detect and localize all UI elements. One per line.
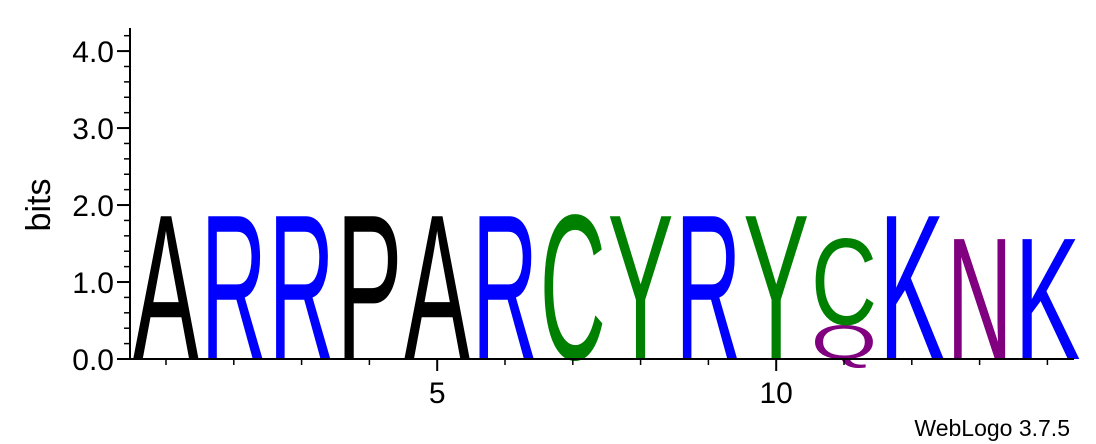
x-tick-label: 10 (760, 377, 793, 410)
y-tick-label: 1.0 (72, 267, 114, 300)
logo-letter: R (675, 171, 741, 403)
weblogo-credit: WebLogo 3.7.5 (914, 415, 1070, 441)
x-axis-ticks: 5 10 (165, 359, 1049, 410)
logo-letter: R (201, 171, 267, 403)
x-tick-label: 5 (429, 377, 446, 410)
y-tick-label: 0.0 (72, 344, 114, 377)
logo-letter: R (472, 171, 538, 403)
y-tick-label: 3.0 (72, 113, 114, 146)
logo-letter: R (269, 171, 335, 403)
y-tick-label: 2.0 (72, 190, 114, 223)
logo-letter: A (133, 172, 199, 403)
y-axis-title: bits (20, 179, 58, 232)
logo-letter: K (879, 173, 945, 404)
letter-stacks: A R R P A R C Y R Y QC K N K (133, 171, 1080, 403)
logo-letter: P (336, 173, 402, 404)
logo-letter: N (947, 202, 1013, 396)
y-tick-label: 4.0 (72, 36, 114, 69)
logo-letter: C (811, 214, 877, 352)
y-axis-ticks: 0.0 1.0 2.0 3.0 4.0 (72, 34, 130, 377)
logo-letter: K (1014, 203, 1080, 397)
logo-letter: Y (608, 173, 674, 404)
logo-letter: C (540, 171, 606, 403)
chart-axes (129, 28, 1074, 360)
